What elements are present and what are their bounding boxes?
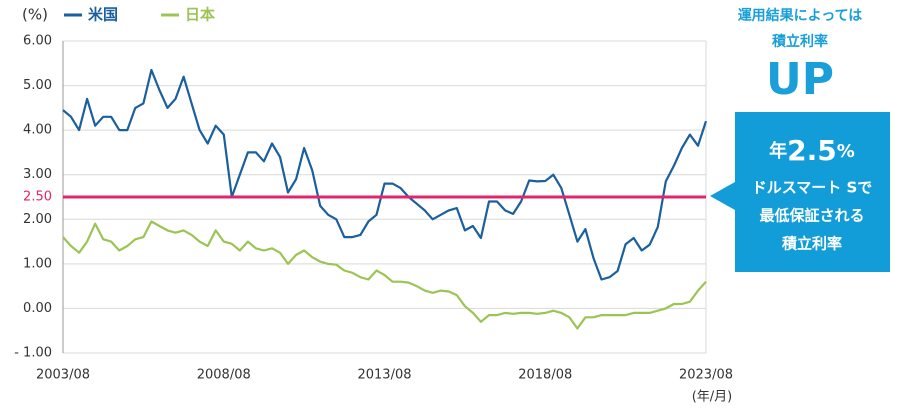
callout-text: ドルスマート Sで [752, 179, 873, 197]
annotation-text: 運用結果によっては [738, 7, 863, 24]
x-tick-label: 2003/08 [36, 368, 90, 383]
y-tick-label: 4.00 [23, 123, 52, 138]
x-unit: (年/月) [692, 390, 733, 405]
line-series [62, 68, 708, 281]
y-tick-label: 1.00 [23, 256, 52, 271]
legend-label: 米国 [88, 6, 118, 24]
reference-label: 2.50 [23, 190, 52, 205]
y-tick-label: 5.00 [23, 78, 52, 93]
annotation-up: UP [766, 54, 834, 105]
y-unit: (%) [22, 6, 48, 24]
x-tick-label: 2018/08 [518, 368, 572, 383]
annotation-text: 積立利率 [771, 33, 828, 50]
x-tick-label: 2013/08 [357, 368, 411, 383]
callout-text: 積立利率 [781, 235, 842, 253]
x-tick-label: 2008/08 [197, 368, 251, 383]
y-tick-label: 2.00 [23, 212, 52, 227]
y-tick-label: 0.00 [23, 301, 52, 316]
line-series [62, 220, 707, 330]
callout-text: 最低保証される [759, 207, 864, 225]
y-tick-label: - 1.00 [14, 346, 52, 361]
callout-box [710, 112, 890, 272]
y-tick-label: 6.00 [23, 34, 52, 49]
x-tick-label: 2023/08 [679, 368, 733, 383]
callout-rate: 年2.5% [769, 134, 855, 167]
y-tick-label: 3.00 [23, 167, 52, 182]
legend-label: 日本 [185, 6, 215, 24]
